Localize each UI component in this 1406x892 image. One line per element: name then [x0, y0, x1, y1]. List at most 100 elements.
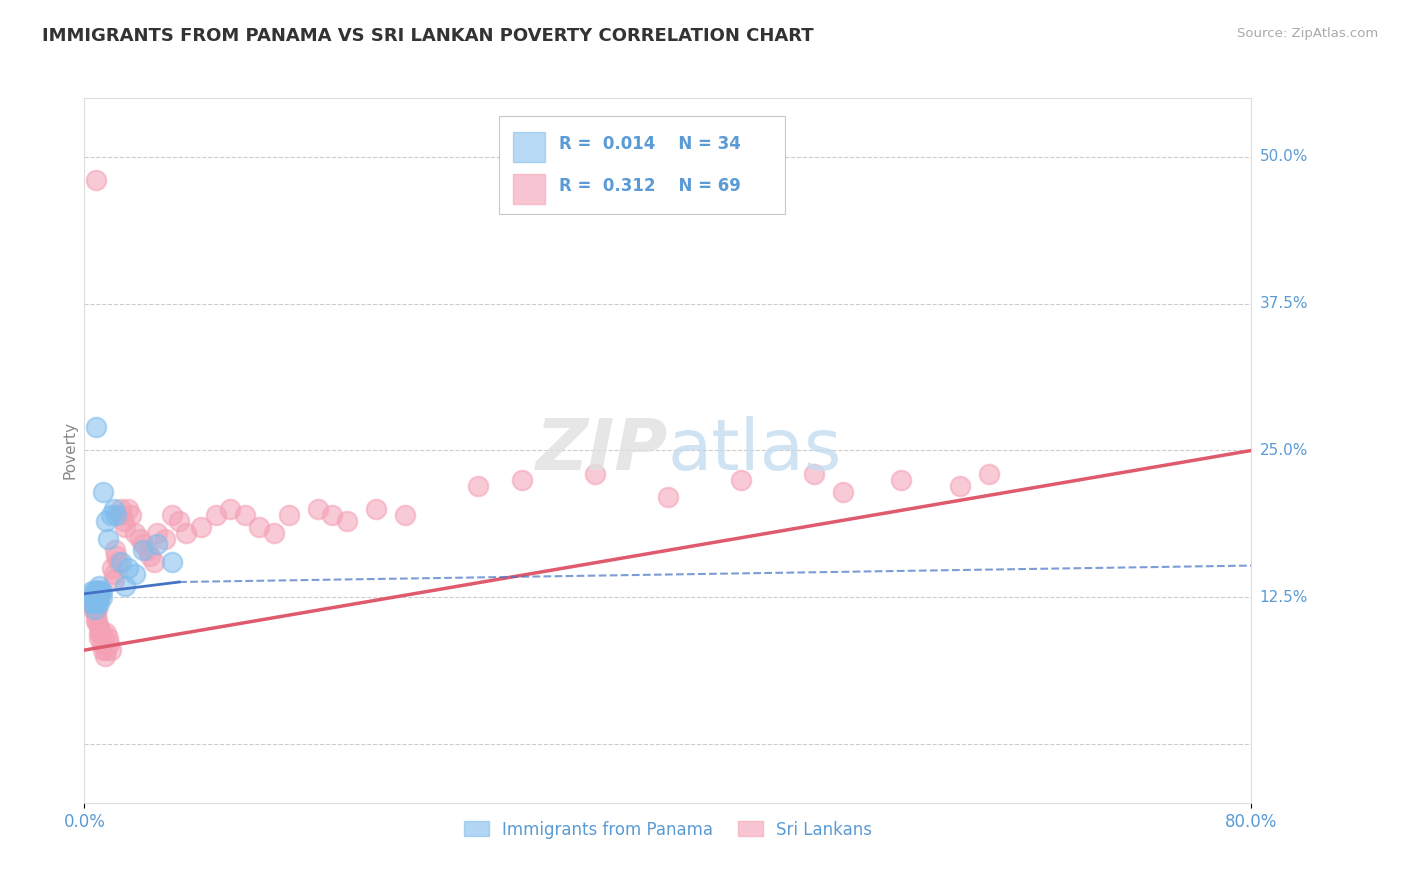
Point — [105, 549, 128, 564]
Point — [132, 543, 155, 558]
Point — [103, 566, 125, 581]
Point — [87, 625, 110, 640]
Point — [803, 467, 825, 481]
Point — [190, 520, 212, 534]
Point — [467, 478, 489, 492]
Point — [977, 467, 1000, 481]
Point — [120, 508, 142, 522]
Point — [96, 625, 118, 640]
Point — [114, 520, 136, 534]
Point — [87, 596, 110, 610]
Point — [103, 573, 125, 587]
Point — [90, 625, 112, 640]
Point — [657, 491, 679, 505]
Point — [160, 508, 183, 522]
Point — [139, 549, 162, 564]
Point — [117, 561, 139, 575]
Point — [101, 561, 124, 575]
Point — [890, 473, 912, 487]
Point — [114, 578, 136, 592]
Point — [86, 587, 108, 601]
Point — [146, 525, 169, 540]
Point — [84, 591, 107, 605]
Point — [110, 508, 132, 522]
FancyBboxPatch shape — [499, 116, 785, 214]
Point — [510, 473, 533, 487]
Point — [832, 484, 855, 499]
Point — [90, 584, 112, 599]
Point — [143, 555, 166, 569]
Text: atlas: atlas — [668, 416, 842, 485]
Text: 50.0%: 50.0% — [1260, 149, 1308, 164]
Point — [100, 508, 122, 522]
Text: 37.5%: 37.5% — [1260, 296, 1308, 311]
Point — [176, 525, 198, 540]
Point — [86, 584, 108, 599]
Point — [730, 473, 752, 487]
Point — [124, 566, 146, 581]
Point — [96, 643, 118, 657]
Point — [80, 596, 103, 610]
Point — [96, 514, 118, 528]
Point — [89, 584, 111, 599]
Point — [124, 525, 146, 540]
Text: 25.0%: 25.0% — [1260, 443, 1308, 458]
Point — [167, 514, 190, 528]
Text: R =  0.014    N = 34: R = 0.014 N = 34 — [560, 135, 741, 153]
Point — [84, 420, 107, 434]
Point — [84, 173, 107, 187]
Point — [91, 484, 114, 499]
Point — [84, 596, 107, 610]
Point — [86, 602, 108, 616]
Legend: Immigrants from Panama, Sri Lankans: Immigrants from Panama, Sri Lankans — [457, 814, 879, 846]
Point — [107, 555, 129, 569]
Point — [136, 543, 159, 558]
Point — [83, 591, 105, 605]
Point — [219, 502, 242, 516]
Point — [90, 637, 112, 651]
Text: 12.5%: 12.5% — [1260, 590, 1308, 605]
Point — [84, 614, 107, 628]
Point — [80, 584, 103, 599]
Point — [160, 555, 183, 569]
Point — [86, 614, 108, 628]
Point — [110, 502, 132, 516]
Point — [82, 602, 104, 616]
Point — [583, 467, 606, 481]
Point — [146, 537, 169, 551]
Text: Source: ZipAtlas.com: Source: ZipAtlas.com — [1237, 27, 1378, 40]
Point — [104, 543, 127, 558]
Y-axis label: Poverty: Poverty — [62, 421, 77, 480]
Point — [128, 532, 150, 546]
Point — [83, 596, 105, 610]
Point — [97, 532, 120, 546]
Point — [321, 508, 343, 522]
Point — [233, 508, 256, 522]
Point — [83, 602, 105, 616]
Point — [263, 525, 285, 540]
Point — [91, 643, 114, 657]
Text: IMMIGRANTS FROM PANAMA VS SRI LANKAN POVERTY CORRELATION CHART: IMMIGRANTS FROM PANAMA VS SRI LANKAN POV… — [42, 27, 814, 45]
Point — [87, 578, 110, 592]
Point — [80, 596, 103, 610]
Point — [105, 508, 128, 522]
Text: ZIP: ZIP — [536, 416, 668, 485]
Point — [84, 607, 107, 622]
Point — [83, 591, 105, 605]
Point — [394, 508, 416, 522]
Point — [89, 625, 111, 640]
Point — [87, 584, 110, 599]
Point — [98, 637, 121, 651]
Point — [86, 594, 108, 608]
Point — [117, 502, 139, 516]
Point — [112, 514, 135, 528]
Point — [83, 584, 105, 599]
Bar — [513, 132, 546, 161]
Point — [87, 591, 110, 605]
Bar — [513, 174, 546, 204]
Point — [97, 632, 120, 646]
Point — [94, 648, 117, 663]
Point — [87, 632, 110, 646]
Point — [87, 619, 110, 633]
Point — [103, 502, 125, 516]
